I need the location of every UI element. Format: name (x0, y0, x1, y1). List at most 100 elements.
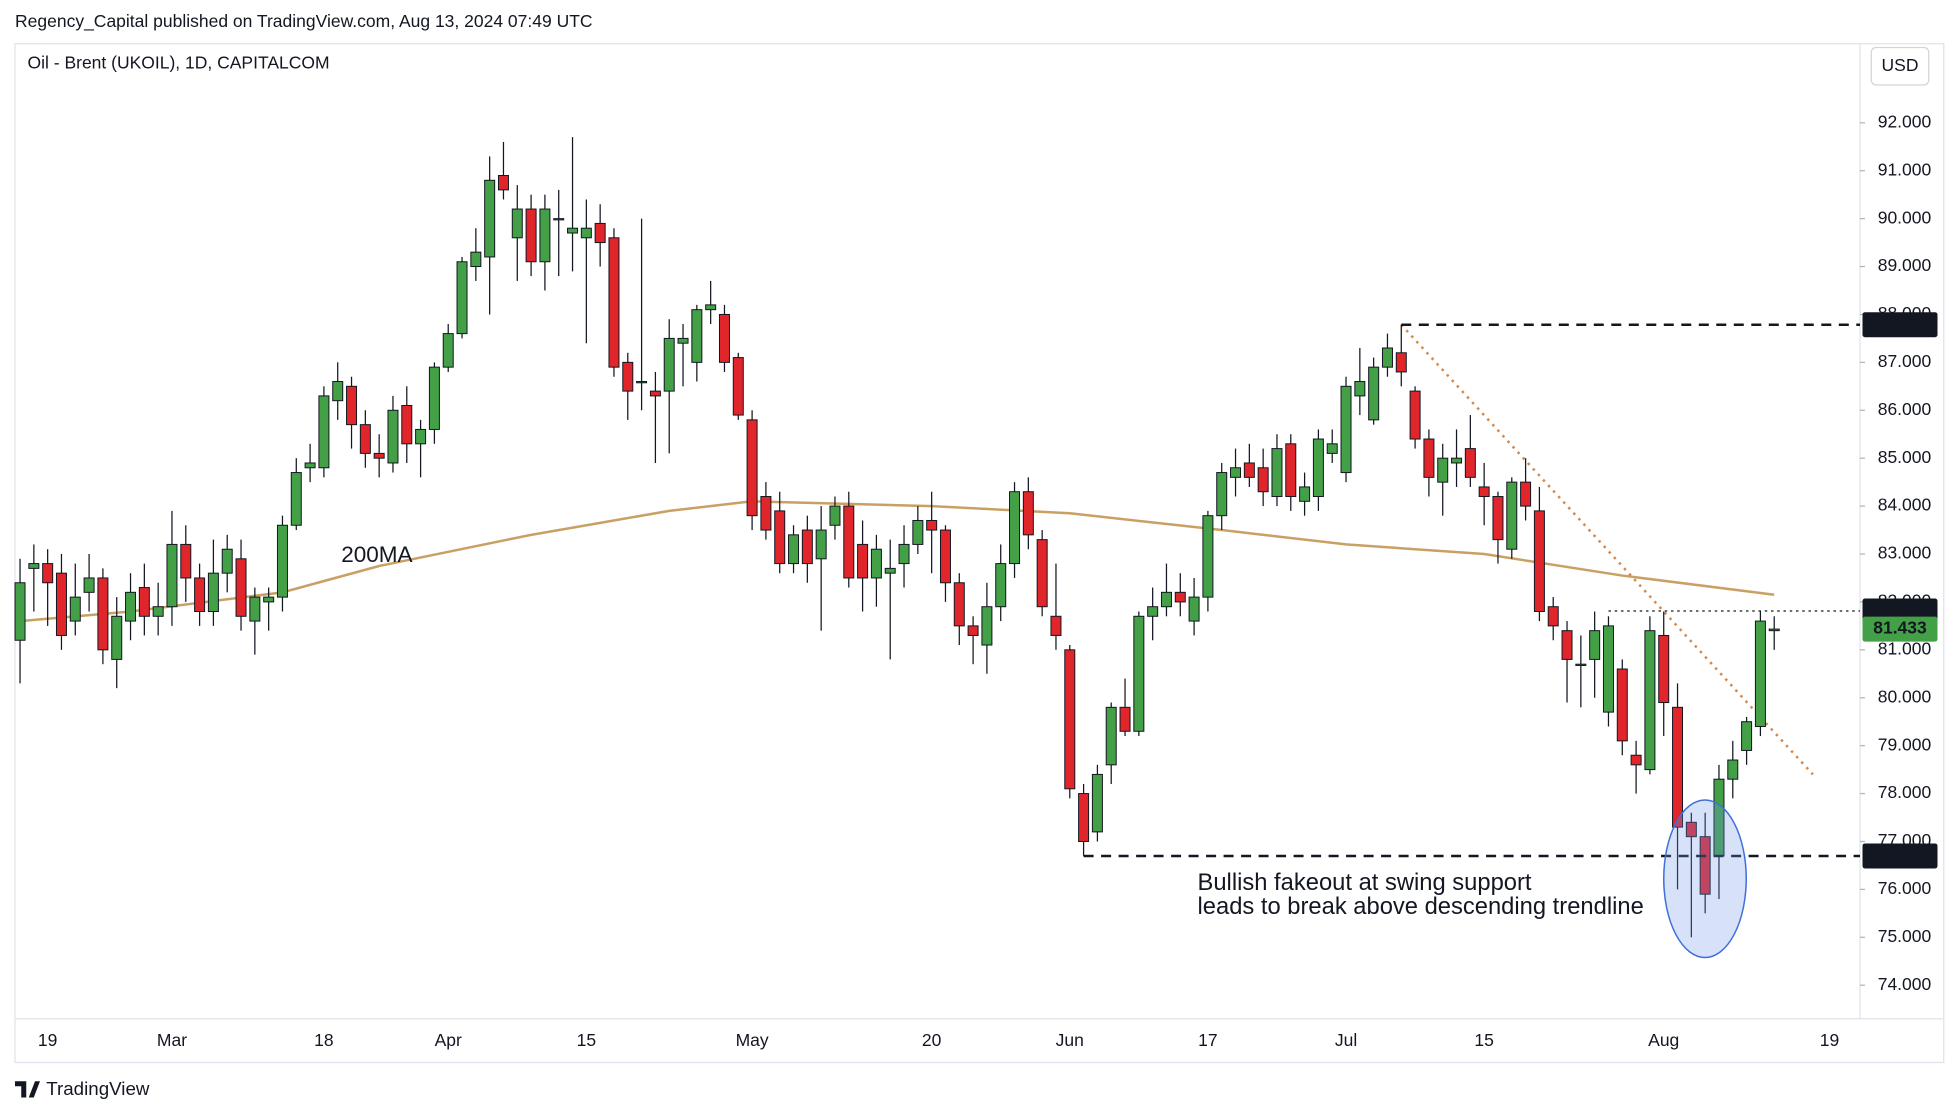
candle-body (1285, 443, 1297, 498)
candle-body (1091, 773, 1103, 833)
candle-body (857, 543, 869, 579)
x-tick-label: Aug (1648, 1030, 1679, 1050)
candle-body (55, 572, 67, 636)
candle-body (1147, 606, 1159, 617)
candle-body (1520, 481, 1532, 507)
x-tick-label: 15 (577, 1030, 596, 1050)
x-tick-label: 20 (922, 1030, 942, 1050)
candle-body (1754, 620, 1766, 727)
candle-body (1230, 467, 1242, 478)
y-tick-label: 79.000 (1878, 734, 1932, 754)
candle-body (1119, 706, 1131, 732)
candle-body (898, 543, 910, 565)
logo-icon (15, 1081, 40, 1098)
candle-body (1354, 381, 1366, 397)
candle-body (677, 337, 689, 344)
x-tick-label: Apr (435, 1030, 462, 1050)
candle-body (1009, 491, 1021, 565)
candle-body (1699, 836, 1711, 895)
candle-body (691, 309, 703, 363)
y-tick-label: 89.000 (1878, 255, 1932, 275)
candle-body (1257, 467, 1269, 493)
candle-body (553, 218, 565, 221)
candle-body (1478, 486, 1490, 498)
x-tick-label: Jun (1056, 1030, 1084, 1050)
candle-body (912, 519, 924, 545)
candle-body (636, 381, 648, 384)
candle-body (567, 227, 579, 234)
candle-body (456, 261, 468, 335)
candle-body (415, 428, 427, 445)
candle-body (580, 227, 592, 239)
candle-body (1727, 759, 1739, 780)
x-tick-label: Mar (157, 1030, 187, 1050)
candle-body (497, 175, 509, 191)
candle-body (83, 577, 95, 593)
candle-body (1437, 457, 1449, 483)
candle-body (42, 563, 54, 584)
candle-body (194, 577, 206, 613)
candle-body (401, 404, 413, 445)
candle-body (28, 563, 40, 569)
y-tick-label: 75.000 (1878, 926, 1932, 946)
candle-body (732, 357, 744, 416)
candle-body (663, 337, 675, 392)
y-tick-label: 76.000 (1878, 878, 1932, 898)
y-tick-label: 83.000 (1878, 543, 1932, 563)
candle-body (1589, 630, 1601, 660)
candle-body (1243, 462, 1255, 478)
y-tick-label: 80.000 (1878, 686, 1932, 706)
candle-body (870, 548, 882, 579)
candle-body (1133, 615, 1145, 732)
y-tick-label: 90.000 (1878, 207, 1932, 227)
candle-body (649, 390, 661, 397)
candle-body (1547, 606, 1559, 627)
y-tick-label: 91.000 (1878, 159, 1932, 179)
y-tick-label: 86.000 (1878, 399, 1932, 419)
candle-body (1451, 457, 1463, 464)
candle-body (359, 424, 371, 454)
candle-body (774, 510, 786, 565)
candle-body (1741, 721, 1753, 751)
currency[interactable]: USD (1882, 55, 1919, 75)
y-tick-label: 74.000 (1878, 974, 1932, 994)
candle-body (125, 591, 137, 622)
candle-body (428, 366, 440, 430)
candle-body (235, 558, 247, 617)
candle-body (1630, 754, 1642, 766)
candle-body (1160, 591, 1172, 608)
candle-body (332, 381, 344, 402)
candle-body (166, 543, 178, 608)
publisher: Regency_Capital published on TradingView… (15, 11, 593, 32)
currency-button[interactable] (1870, 46, 1930, 86)
candle-body (1464, 448, 1476, 478)
annotation: Bullish fakeout at swing support (1198, 869, 1532, 896)
chart-title: Oil - Brent (UKOIL), 1D, CAPITALCOM (28, 52, 330, 72)
candle-body (1271, 448, 1283, 498)
candle-body (1423, 438, 1435, 478)
brand: TradingView (46, 1078, 150, 1099)
candle-body (539, 208, 551, 263)
candle-body (373, 452, 385, 459)
candle-body (829, 505, 841, 526)
candle-body (1368, 366, 1380, 421)
candle-body (346, 385, 358, 426)
annotation: leads to break above descending trendlin… (1198, 893, 1644, 920)
candle-body (843, 505, 855, 579)
candle-body (1326, 443, 1338, 454)
candle-body (801, 529, 813, 565)
logo: TradingView (15, 1078, 150, 1099)
highlight-ellipse (1663, 799, 1747, 959)
candle-body (1078, 793, 1090, 842)
candle-body (221, 548, 233, 574)
candle-body (1050, 615, 1062, 636)
candle-body (470, 251, 482, 268)
y-tick-label: 92.000 (1878, 111, 1932, 131)
candle-body (484, 179, 496, 258)
candle-body (1685, 821, 1697, 838)
candle-body (304, 462, 316, 469)
candle-body (1312, 438, 1324, 498)
y-tick-label: 78.000 (1878, 782, 1932, 802)
candle-body (1105, 706, 1117, 766)
